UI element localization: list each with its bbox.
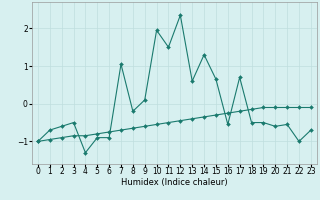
X-axis label: Humidex (Indice chaleur): Humidex (Indice chaleur) [121, 178, 228, 187]
